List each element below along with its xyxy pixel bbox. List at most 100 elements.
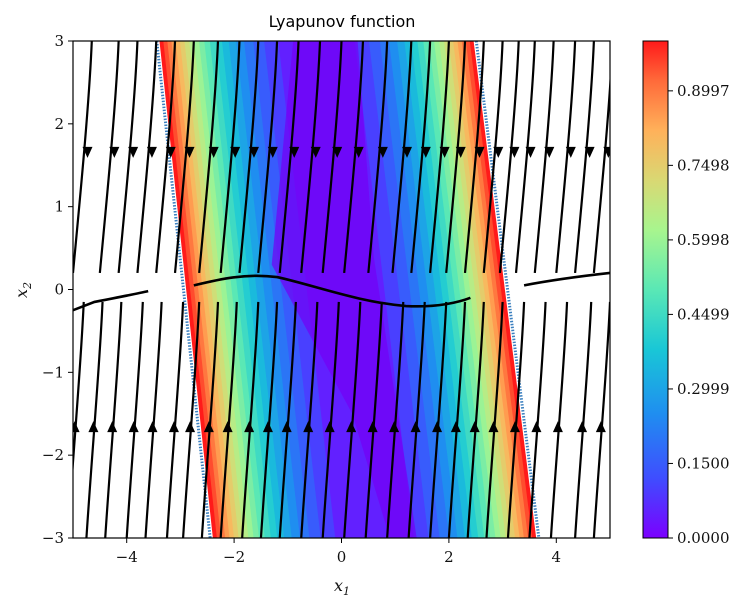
left-region-boundary (155, 41, 212, 538)
streamline-lower (549, 301, 569, 538)
y-axis-label: x2 (12, 282, 34, 298)
streamline-upper (463, 41, 485, 274)
streamline-upper (429, 41, 450, 274)
arrow-down (455, 146, 466, 158)
streamline-upper (136, 41, 158, 274)
arrow-down (525, 146, 536, 158)
arrow-up (577, 421, 588, 433)
arrow-down (565, 146, 576, 158)
arrow-down (332, 146, 343, 158)
x-axis-ticks: −4 −2 0 2 4 (116, 538, 561, 566)
streamline-lower (165, 301, 185, 538)
arrow-up (203, 421, 214, 433)
arrow-down (420, 146, 431, 158)
arrow-up (73, 421, 80, 433)
streamline-upper (238, 41, 260, 274)
streamline-upper (498, 41, 520, 274)
y-tick-label: −2 (42, 446, 64, 464)
streamline-lower (278, 301, 297, 538)
arrow-up (595, 421, 606, 433)
streamline-upper (391, 41, 413, 274)
right-region-boundary (474, 41, 541, 538)
streamline-lower (592, 301, 610, 538)
streamline-upper (445, 41, 467, 274)
arrow-down (353, 146, 364, 158)
streamline-lower (241, 301, 260, 538)
streamline-lower (219, 301, 238, 538)
arrow-down (230, 146, 241, 158)
x-axis-label: x1 (334, 576, 350, 598)
y-tick-label: −1 (42, 363, 64, 381)
streamline-lower (466, 301, 485, 538)
streamline-lower (407, 301, 426, 538)
streamline-upper (98, 41, 120, 274)
separatrix (73, 271, 610, 312)
arrow-down (439, 146, 450, 158)
streamline-lower (125, 301, 144, 538)
arrow-up (303, 421, 314, 433)
streamline-upper (117, 41, 139, 274)
arrow-up (346, 421, 357, 433)
arrow-up (367, 421, 378, 433)
streamline-upper (592, 71, 610, 274)
streamline-lower (573, 301, 593, 538)
arrow-up (107, 421, 118, 433)
y-tick-label: −3 (42, 529, 64, 547)
streamline-upper (482, 41, 504, 274)
arrow-up (552, 421, 563, 433)
y-tick-label: 3 (54, 32, 64, 50)
arrow-up (324, 421, 335, 433)
arrow-up (128, 421, 139, 433)
streamline-lower (386, 301, 405, 538)
streamline-upper (410, 41, 432, 274)
streamline-upper (573, 41, 595, 274)
colorbar-tick-label: 0.8997 (677, 82, 730, 100)
streamline-upper (198, 41, 220, 274)
colorbar-tick-label: 0.2999 (677, 380, 730, 398)
streamline-upper (343, 41, 365, 274)
arrow-down (544, 146, 555, 158)
colorbar-tick-label: 0.0000 (677, 529, 730, 547)
arrow-down (128, 146, 139, 158)
arrow-down (584, 146, 595, 158)
arrow-up (531, 421, 542, 433)
arrow-down (184, 146, 195, 158)
minimum-region (271, 41, 417, 538)
streamline-upper (219, 41, 241, 274)
streamline-upper (367, 41, 389, 274)
arrow-down (208, 146, 219, 158)
arrow-down (310, 146, 321, 158)
streamline-upper (257, 41, 279, 274)
arrow-down (165, 146, 176, 158)
x-tick-label: 0 (337, 548, 347, 566)
arrow-up (469, 421, 480, 433)
colorbar-tick-label: 0.4499 (677, 305, 730, 323)
streamline-upper (278, 41, 300, 274)
colorbar-tick-label: 0.5998 (677, 231, 730, 249)
streamline-lower (85, 301, 104, 538)
colorbar-tick-label: 0.1500 (677, 454, 730, 472)
streamline-lower (144, 301, 163, 538)
streamline-upper (300, 41, 322, 274)
streamline-upper (73, 41, 93, 274)
streamline-upper (173, 41, 195, 274)
streamline-upper (555, 41, 577, 274)
streamline-lower (429, 301, 448, 538)
arrow-up (168, 421, 179, 433)
arrow-down (82, 146, 93, 158)
streamline-lower (485, 301, 504, 538)
x-tick-label: 2 (444, 548, 454, 566)
x-tick-label: −4 (116, 548, 138, 566)
arrow-down (402, 146, 413, 158)
chart-title: Lyapunov function (269, 12, 416, 31)
arrow-down (146, 146, 157, 158)
arrow-up (509, 421, 520, 433)
y-axis-ticks: −3 −2 −1 0 1 2 3 (42, 32, 73, 547)
streamline-lower (364, 301, 383, 538)
y-tick-label: 1 (54, 198, 64, 216)
arrow-up (450, 421, 461, 433)
arrow-down (377, 146, 388, 158)
streamline-lower (506, 301, 526, 538)
arrow-down (289, 146, 300, 158)
